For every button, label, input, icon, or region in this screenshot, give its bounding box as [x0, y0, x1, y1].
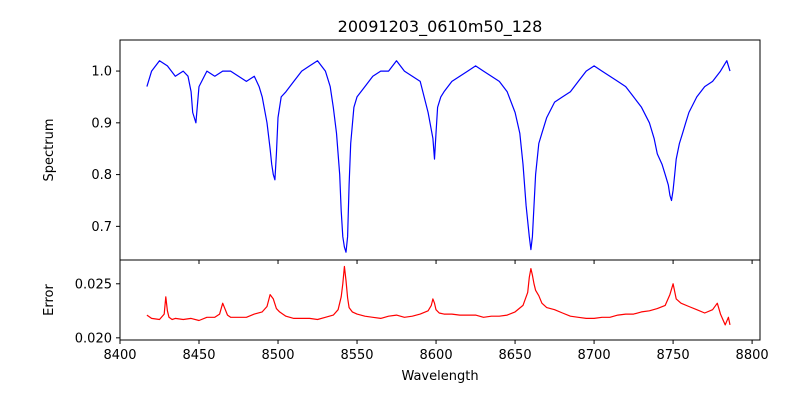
error-y-tick-label: 0.025	[75, 277, 112, 292]
spectrum-y-ticks: 0.7 0.8 0.9 1.0	[91, 65, 120, 235]
error-x-tick-label: 8450	[182, 348, 215, 363]
spectrum-y-tick-label: 0.7	[91, 220, 112, 235]
error-x-tick-label: 8750	[657, 348, 690, 363]
error-x-ticks: 8400 8450 8500 8550 8600 8650 8700 8750 8800	[103, 340, 769, 363]
error-y-ticks: 0.020 0.025	[75, 277, 120, 346]
spectrum-y-tick-label: 1.0	[91, 65, 112, 80]
spectrum-plot-area	[146, 60, 731, 253]
error-plot-area	[146, 265, 731, 326]
error-x-tick-label: 8550	[340, 348, 373, 363]
error-y-axis-label: Error	[42, 284, 57, 316]
error-series-line	[146, 265, 731, 326]
error-y-tick-label: 0.020	[75, 331, 112, 346]
spectrum-y-tick-label: 0.8	[91, 168, 112, 183]
spectrum-y-axis-label: Spectrum	[42, 119, 57, 182]
error-axes-frame	[119, 259, 761, 341]
chart-title: 20091203_0610m50_128	[338, 17, 543, 37]
error-x-tick-label: 8500	[261, 348, 294, 363]
x-axis-label: Wavelength	[401, 369, 478, 384]
error-x-tick-label: 8700	[578, 348, 611, 363]
spectrum-y-tick-label: 0.9	[91, 116, 112, 131]
error-x-tick-label: 8600	[420, 348, 453, 363]
spectrum-series-line	[146, 60, 731, 253]
error-x-tick-label: 8400	[103, 348, 136, 363]
error-x-tick-label: 8650	[499, 348, 532, 363]
error-x-tick-label: 8800	[736, 348, 769, 363]
